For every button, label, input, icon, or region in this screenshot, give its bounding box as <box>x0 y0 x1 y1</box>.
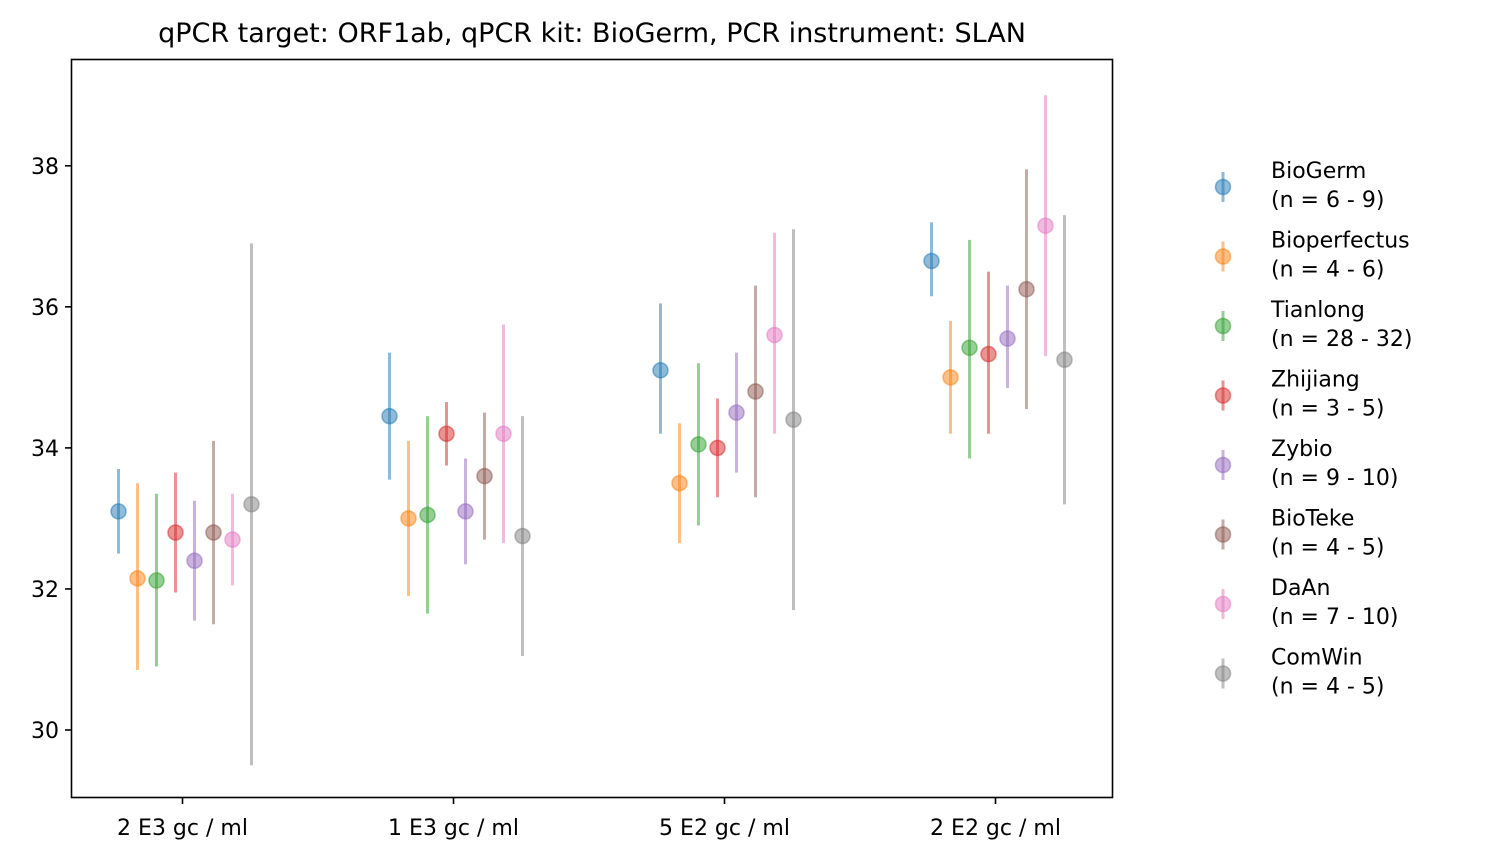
point-bioperfectus <box>400 510 417 527</box>
point-bioteke <box>476 467 493 485</box>
legend-count: (n = 6 - 9) <box>1271 188 1384 213</box>
legend-label: ComWin <box>1271 646 1363 671</box>
legend-count: (n = 7 - 10) <box>1271 605 1398 630</box>
point-tianlong <box>419 506 436 524</box>
legend-label: BioGerm <box>1271 159 1366 184</box>
point-daan <box>224 531 241 548</box>
point-comwin <box>243 496 260 513</box>
legend-marker <box>1214 248 1232 265</box>
point-biogerm <box>923 252 940 270</box>
point-comwin <box>1056 351 1073 369</box>
legend-marker <box>1214 595 1232 613</box>
point-zybio <box>457 503 474 520</box>
point-comwin <box>514 527 531 545</box>
legend: BioGerm (n = 6 - 9) Bioperfectus (n = 4 - 6… <box>1214 159 1412 700</box>
legend-marker <box>1214 317 1232 335</box>
y-tick-label: 34 <box>31 437 59 462</box>
error-bars <box>117 95 1066 766</box>
legend-marker <box>1214 387 1232 404</box>
y-tick-label: 32 <box>31 578 59 603</box>
legend-count: (n = 4 - 5) <box>1271 536 1384 561</box>
y-tick-label: 36 <box>31 296 59 321</box>
legend-count: (n = 4 - 5) <box>1271 675 1384 700</box>
point-bioteke <box>205 524 222 541</box>
legend-count: (n = 28 - 32) <box>1271 327 1412 352</box>
legend-count: (n = 4 - 6) <box>1271 258 1384 283</box>
point-bioteke <box>747 383 764 400</box>
point-zhijiang <box>438 425 455 443</box>
point-bioperfectus <box>942 369 959 386</box>
y-tick-label: 30 <box>31 719 59 744</box>
point-tianlong <box>961 339 978 357</box>
legend-label: Zybio <box>1271 437 1333 462</box>
point-zhijiang <box>980 345 997 363</box>
legend-label: BioTeke <box>1271 507 1354 532</box>
data-points <box>110 217 1073 589</box>
point-biogerm <box>110 503 127 520</box>
legend-marker <box>1214 456 1232 474</box>
point-zhijiang <box>167 524 184 541</box>
x-tick-label: 2 E3 gc / ml <box>117 816 248 841</box>
point-tianlong <box>148 572 165 589</box>
legend-label: Tianlong <box>1270 298 1365 323</box>
point-daan <box>495 425 512 443</box>
legend-label: Bioperfectus <box>1271 229 1410 254</box>
legend-count: (n = 3 - 5) <box>1271 397 1384 422</box>
plot-frame <box>70 58 1114 799</box>
point-bioperfectus <box>129 570 146 587</box>
legend-marker <box>1214 178 1232 196</box>
x-tick-label: 1 E3 gc / ml <box>388 816 519 841</box>
point-biogerm <box>381 407 398 425</box>
point-comwin <box>785 411 802 428</box>
point-daan <box>1037 217 1054 235</box>
point-tianlong <box>690 436 707 453</box>
x-tick-label: 5 E2 gc / ml <box>659 816 790 841</box>
point-bioperfectus <box>671 474 688 492</box>
x-axis: 2 E3 gc / ml 1 E3 gc / ml 5 E2 gc / ml 2 E2… <box>117 797 1061 841</box>
legend-label: Zhijiang <box>1271 368 1360 393</box>
point-zybio <box>728 404 745 421</box>
point-bioteke <box>1018 280 1035 298</box>
y-axis: 30 32 34 36 38 <box>31 155 72 744</box>
point-zybio <box>999 330 1016 347</box>
chart-title: qPCR target: ORF1ab, qPCR kit: BioGerm, … <box>158 18 1026 49</box>
legend-marker <box>1214 526 1232 543</box>
point-zybio <box>186 552 203 570</box>
legend-marker <box>1214 665 1232 682</box>
legend-label: DaAn <box>1271 576 1330 601</box>
point-biogerm <box>652 362 669 379</box>
y-tick-label: 38 <box>31 155 59 180</box>
x-tick-label: 2 E2 gc / ml <box>930 816 1061 841</box>
point-zhijiang <box>709 439 726 457</box>
point-daan <box>766 326 783 344</box>
legend-count: (n = 9 - 10) <box>1271 466 1398 491</box>
